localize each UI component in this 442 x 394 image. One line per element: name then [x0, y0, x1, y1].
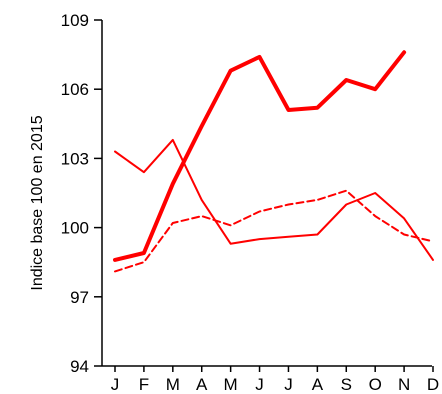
- x-tick-label: A: [312, 375, 324, 394]
- x-tick-label: M: [166, 375, 180, 394]
- x-tick-label: M: [224, 375, 238, 394]
- y-tick-label: 109: [61, 11, 89, 30]
- x-tick-label: N: [398, 375, 410, 394]
- series-line-3: [114, 189, 434, 273]
- x-tick-label: F: [139, 375, 149, 394]
- x-tick-label: J: [111, 375, 120, 394]
- x-tick-label: D: [427, 375, 439, 394]
- series-line-2: [114, 138, 434, 261]
- y-tick-label: 97: [70, 288, 89, 307]
- y-ticks: 94 97 100 103 106 109: [61, 11, 102, 376]
- x-tick-label: A: [196, 375, 208, 394]
- x-tick-label: S: [341, 375, 352, 394]
- series-line-1: [113, 50, 407, 262]
- x-tick-label: J: [255, 375, 264, 394]
- y-axis-title: Indice base 100 en 2015: [29, 115, 46, 290]
- y-tick-label: 100: [61, 219, 89, 238]
- y-tick-label: 103: [61, 149, 89, 168]
- y-tick-label: 94: [70, 357, 89, 376]
- y-tick-label: 106: [61, 80, 89, 99]
- series-layer: [113, 50, 434, 273]
- x-tick-label: J: [284, 375, 293, 394]
- x-tick-label: O: [369, 375, 382, 394]
